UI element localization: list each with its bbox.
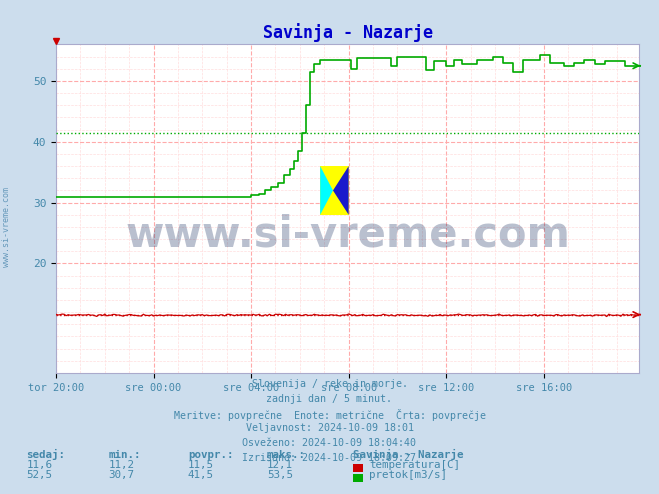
Text: min.:: min.: [109,451,141,460]
Text: maks.:: maks.: [267,451,306,460]
Text: Slovenija / reke in morje.: Slovenija / reke in morje. [252,379,407,389]
Text: 41,5: 41,5 [188,470,214,480]
Text: 11,6: 11,6 [26,460,52,470]
Text: 30,7: 30,7 [109,470,134,480]
Bar [320,166,349,215]
Text: 53,5: 53,5 [267,470,293,480]
Text: zadnji dan / 5 minut.: zadnji dan / 5 minut. [266,394,393,404]
Text: www.si-vreme.com: www.si-vreme.com [125,214,570,256]
Text: 11,5: 11,5 [188,460,214,470]
Text: Osveženo: 2024-10-09 18:04:40: Osveženo: 2024-10-09 18:04:40 [243,438,416,448]
Text: sedaj:: sedaj: [26,450,65,460]
Text: Savinja - Nazarje: Savinja - Nazarje [353,450,463,460]
Text: Meritve: povprečne  Enote: metrične  Črta: povprečje: Meritve: povprečne Enote: metrične Črta:… [173,409,486,420]
Polygon shape [320,166,333,215]
Text: 52,5: 52,5 [26,470,52,480]
Text: Veljavnost: 2024-10-09 18:01: Veljavnost: 2024-10-09 18:01 [246,423,413,433]
Title: Savinja - Nazarje: Savinja - Nazarje [263,23,432,41]
Text: povpr.:: povpr.: [188,451,233,460]
Text: Izrisano: 2024-10-09 18:09:27: Izrisano: 2024-10-09 18:09:27 [243,453,416,463]
Text: www.si-vreme.com: www.si-vreme.com [2,187,11,267]
Text: temperatura[C]: temperatura[C] [369,460,460,470]
Text: pretok[m3/s]: pretok[m3/s] [369,470,447,480]
Text: 12,1: 12,1 [267,460,293,470]
Polygon shape [333,166,349,215]
Text: 11,2: 11,2 [109,460,134,470]
